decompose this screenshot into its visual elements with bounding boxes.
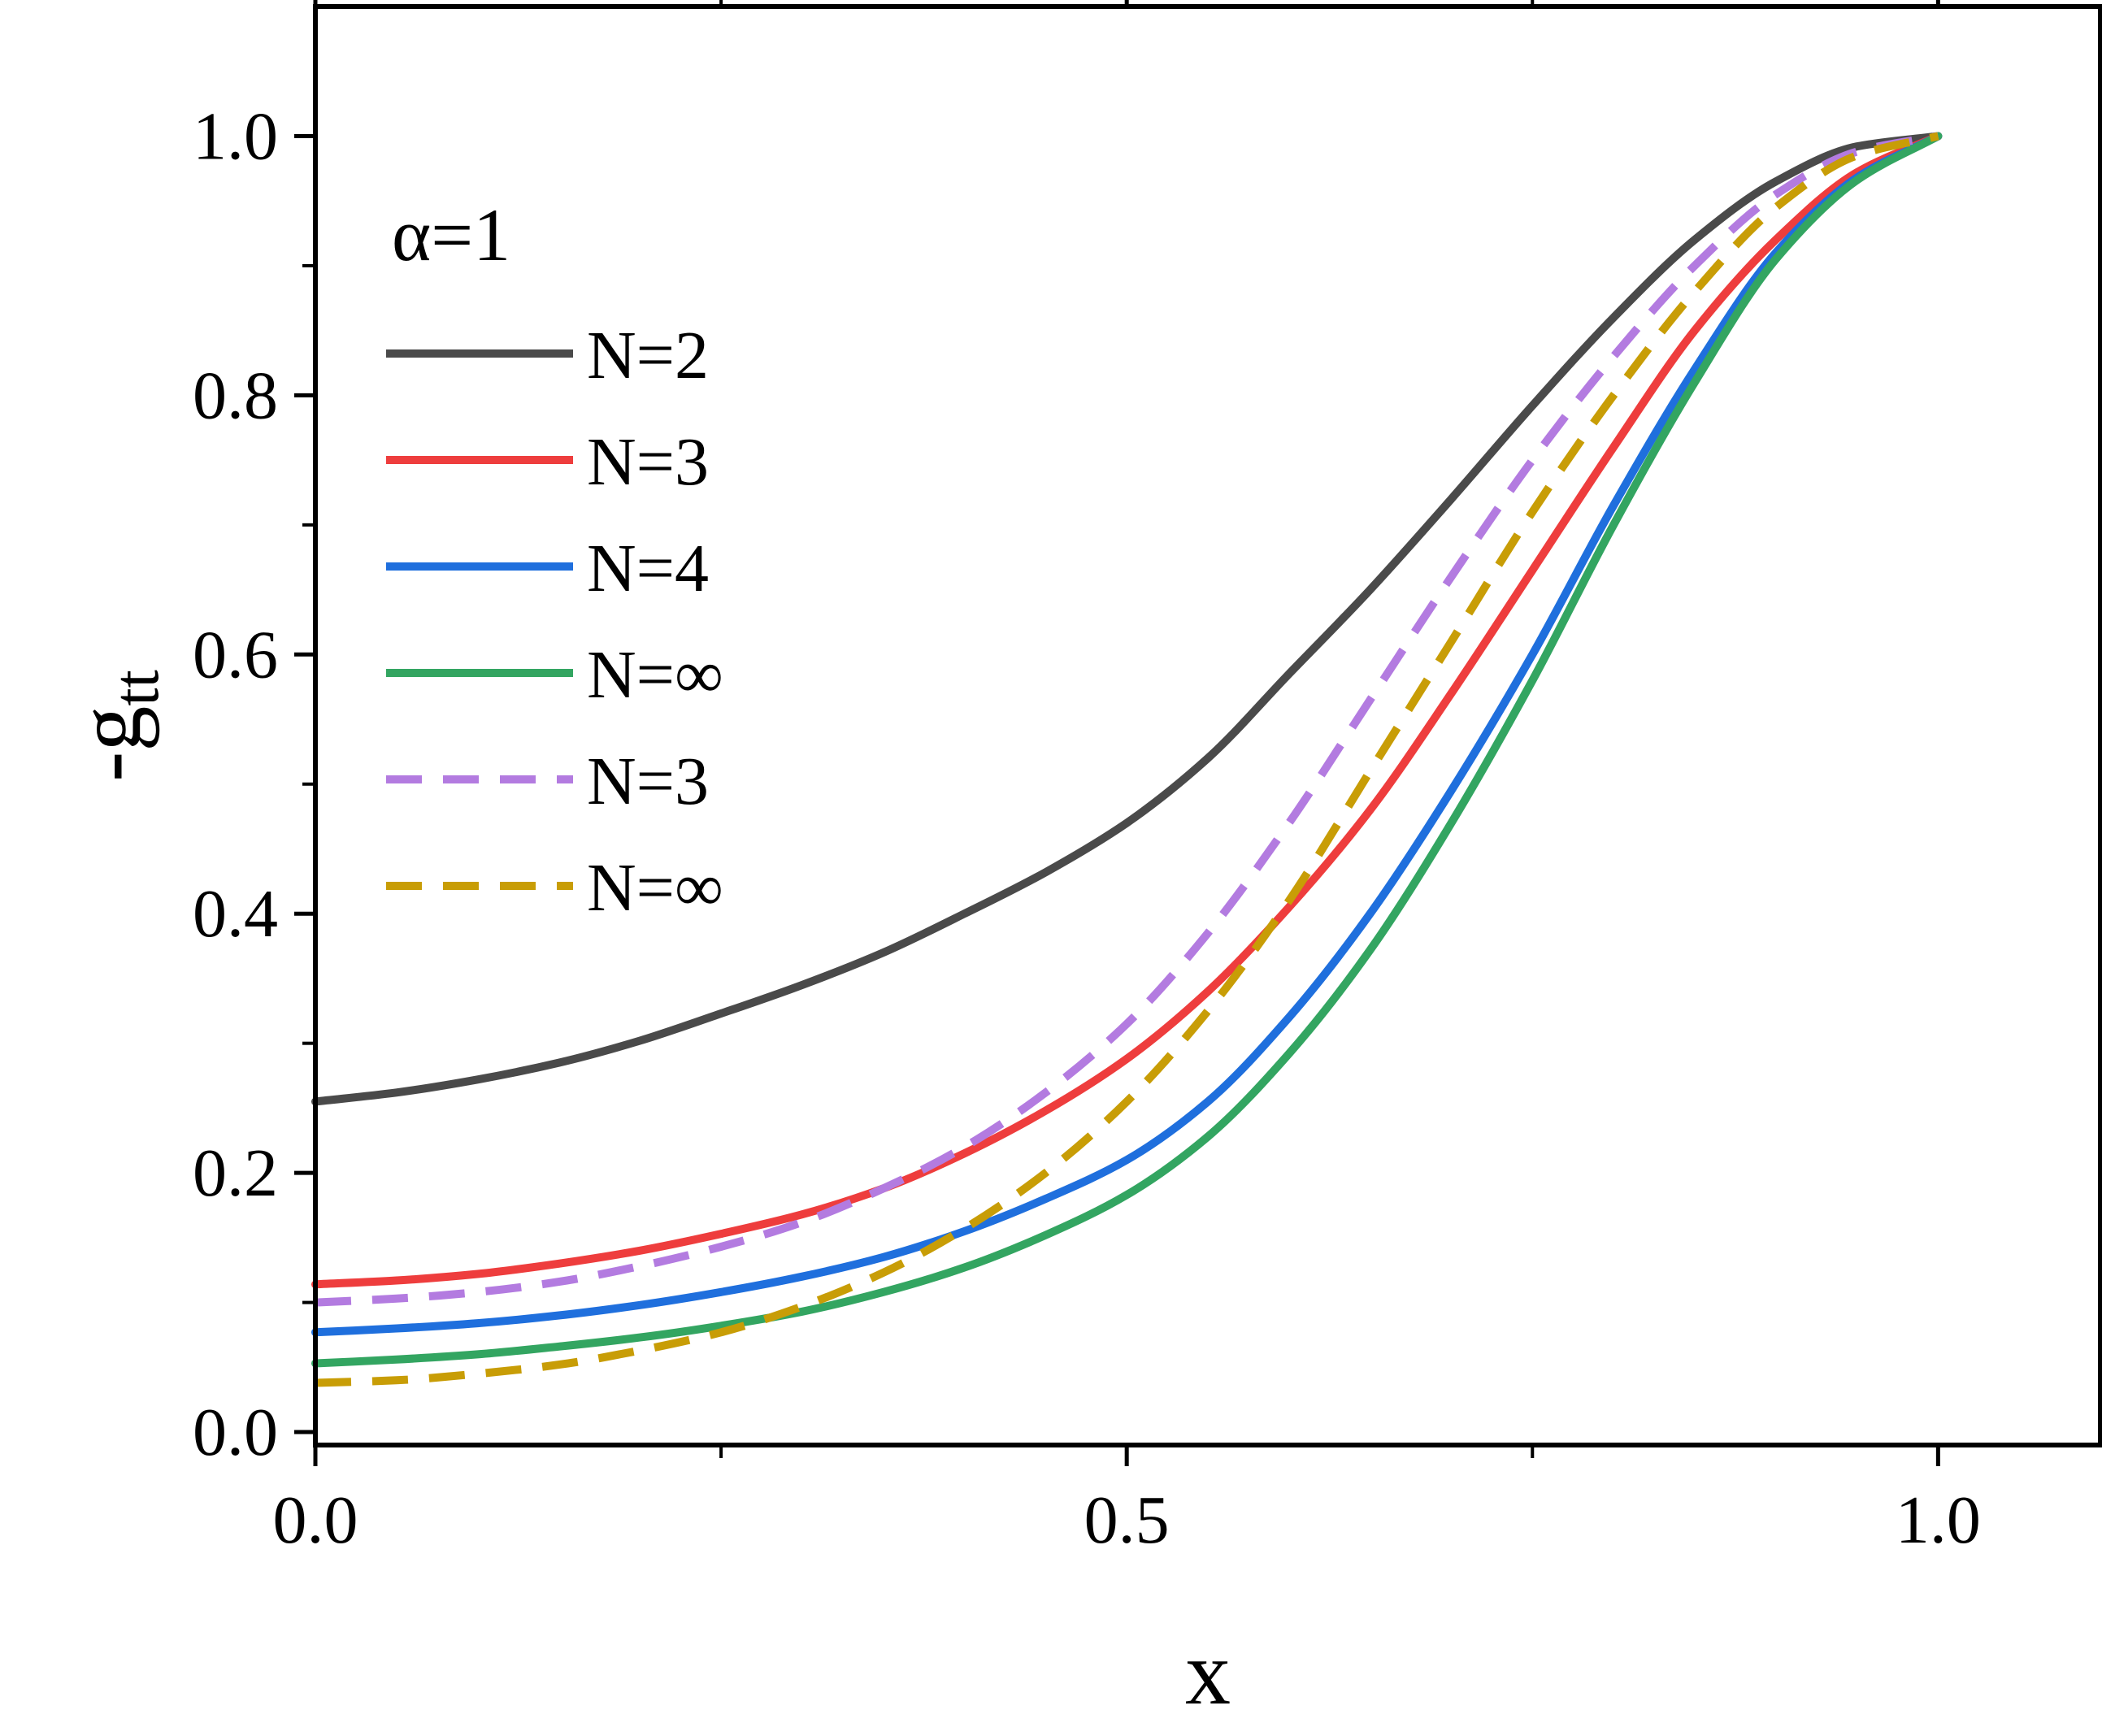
series-line-4: [311, 132, 1943, 1368]
y-axis-title-subscript: tt: [101, 670, 172, 705]
tick-layer: [294, 0, 2102, 1466]
legend-label-1: N=2: [587, 318, 709, 393]
y-tick-label: 0.2: [193, 1135, 278, 1211]
y-axis-title: -gtt: [59, 670, 172, 782]
y-axis-title-main: -g: [59, 706, 160, 782]
legend-label-2: N=3: [587, 424, 709, 500]
y-tick-label: 0.8: [193, 358, 278, 433]
series-line-2: [311, 132, 1943, 1289]
legend-label-6: N=∞: [587, 850, 723, 926]
tick-label-layer: 0.0 0.5 1.0 0.0 0.2 0.4 0.6 0.8 1.0: [193, 98, 1981, 1558]
series-line-5: [315, 132, 1939, 1307]
y-tick-label: 0.6: [193, 617, 278, 692]
y-tick-label: 0.4: [193, 876, 278, 952]
y-tick-label: 0.0: [193, 1395, 278, 1470]
x-tick-label: 0.5: [1084, 1482, 1170, 1558]
series-line-1: [311, 132, 1943, 1106]
y-tick-label: 1.0: [193, 98, 278, 174]
alpha-annotation: α=1: [392, 193, 510, 276]
series-line-6: [315, 132, 1939, 1387]
legend-label-4: N=∞: [587, 637, 723, 713]
x-tick-label: 1.0: [1896, 1482, 1981, 1558]
plot-frame: [313, 4, 2102, 1447]
x-tick-label: 0.0: [273, 1482, 358, 1558]
legend-label-5: N=3: [587, 744, 709, 819]
series-line-3: [311, 132, 1943, 1337]
series-layer: [311, 132, 1943, 1387]
x-axis-title: x: [1185, 1623, 1231, 1724]
legend: N=2 N=3 N=4 N=∞ N=3 N=∞: [386, 318, 723, 926]
legend-label-3: N=4: [587, 531, 709, 606]
